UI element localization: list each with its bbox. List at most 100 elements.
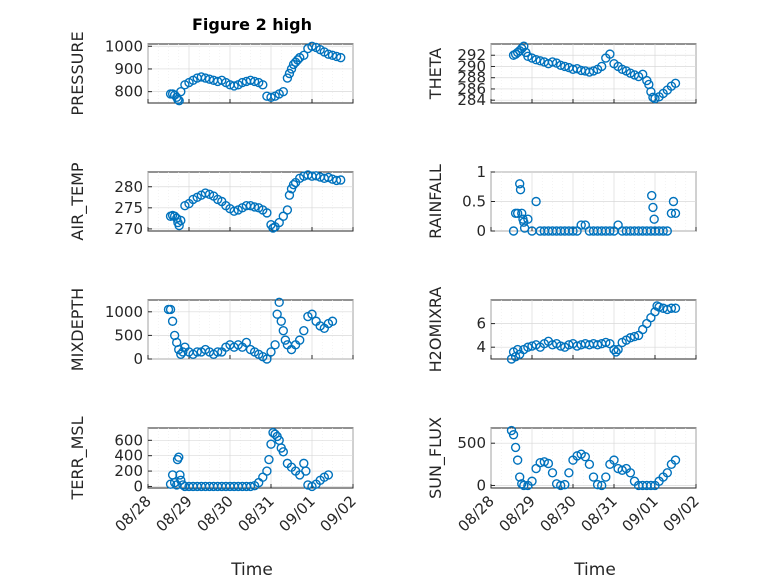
data-point <box>272 309 282 319</box>
data-point <box>174 452 184 462</box>
data-point <box>588 66 599 76</box>
y-tick-label: 292 <box>457 46 486 64</box>
data-point <box>625 333 636 343</box>
data-point <box>605 226 615 236</box>
y-axis-label: H2OMIXRA <box>426 287 445 373</box>
data-point <box>647 190 657 201</box>
data-point <box>515 179 525 189</box>
data-point <box>336 52 346 63</box>
data-point <box>650 93 660 104</box>
data-point <box>515 184 526 195</box>
series-rainfall <box>508 179 681 236</box>
data-point <box>556 480 566 491</box>
data-point <box>295 335 305 345</box>
data-point <box>282 205 293 215</box>
data-point <box>323 49 334 59</box>
data-point <box>323 172 334 183</box>
data-point <box>173 94 183 105</box>
data-point <box>531 55 541 65</box>
x-tick-label: 08/31 <box>578 492 621 535</box>
y-axis-label: THETA <box>426 48 445 100</box>
data-point <box>176 215 186 226</box>
data-point <box>670 455 681 465</box>
y-tick-label: 0 <box>476 476 486 494</box>
y-tick-label: 6 <box>476 315 486 333</box>
y-tick-label: 1000 <box>105 37 143 55</box>
data-point <box>584 459 595 470</box>
data-point <box>274 297 284 308</box>
x-tick-label: 08/30 <box>194 492 237 535</box>
data-point <box>508 430 519 440</box>
panel-h2omixra: 4 6 H2OMIXRA <box>426 287 697 373</box>
data-point <box>307 41 317 51</box>
y-tick-label: 0 <box>476 222 486 240</box>
x-tick-label: 09/01 <box>276 492 319 535</box>
data-point <box>584 67 595 77</box>
panel-air_temp: 270 275 280 AIR_TEMP <box>68 162 354 241</box>
data-point <box>200 188 211 198</box>
data-point <box>580 452 590 462</box>
data-point <box>311 171 321 181</box>
x-tick-label: 09/02 <box>317 492 360 535</box>
data-point <box>547 57 558 67</box>
data-point <box>204 189 215 200</box>
y-tick-label: 0.5 <box>462 193 486 211</box>
data-point <box>176 86 186 97</box>
data-point <box>560 61 570 72</box>
data-point <box>204 74 215 84</box>
panel-pressure: 800 900 1000 PRESSURE <box>68 31 354 116</box>
data-point <box>262 208 272 218</box>
data-point <box>527 53 537 63</box>
y-axis-label: PRESSURE <box>68 31 87 115</box>
data-point <box>531 196 541 207</box>
data-point <box>539 457 549 467</box>
data-point <box>523 214 533 224</box>
data-point <box>572 341 582 351</box>
data-point <box>662 226 672 236</box>
data-point <box>212 347 223 357</box>
series-mixdepth <box>163 297 338 364</box>
x-tick-label: 08/31 <box>235 492 278 535</box>
data-point <box>241 337 252 348</box>
data-point <box>543 458 554 469</box>
x-tick-label: 09/02 <box>660 492 703 535</box>
x-tick-label: 09/01 <box>619 492 662 535</box>
x-tick-label: 08/30 <box>537 492 580 535</box>
y-axis-label: MIXDEPTH <box>68 288 87 371</box>
data-point <box>576 220 586 230</box>
data-point <box>515 472 525 482</box>
data-point <box>592 479 603 490</box>
y-tick-label: 275 <box>114 199 143 217</box>
x-axis-label-left: Time <box>230 560 273 580</box>
y-tick-label: 0 <box>133 477 143 495</box>
data-point <box>229 81 239 91</box>
data-point <box>666 208 677 219</box>
y-tick-label: 600 <box>114 431 143 449</box>
data-point <box>268 223 278 233</box>
data-point <box>278 86 288 97</box>
series-pressure <box>165 41 346 106</box>
data-point <box>654 302 664 312</box>
data-point <box>648 202 658 213</box>
data-point <box>662 468 672 478</box>
data-point <box>169 477 180 488</box>
data-point <box>327 316 338 326</box>
data-point <box>523 342 533 352</box>
data-point <box>196 72 207 82</box>
data-point <box>649 214 659 224</box>
data-point <box>613 344 623 355</box>
x-tick-label: 08/28 <box>455 492 498 535</box>
y-tick-label: 280 <box>114 178 143 196</box>
data-point <box>556 60 566 71</box>
data-point <box>178 480 188 490</box>
y-axis-label: AIR_TEMP <box>68 162 88 240</box>
data-point <box>670 78 681 89</box>
data-point <box>284 68 295 79</box>
data-point <box>299 50 309 61</box>
data-point <box>666 303 677 313</box>
data-point <box>547 468 558 478</box>
series-terr_msl <box>165 427 334 492</box>
panel-mixdepth: 0 500 1000 MIXDEPTH <box>68 288 354 371</box>
